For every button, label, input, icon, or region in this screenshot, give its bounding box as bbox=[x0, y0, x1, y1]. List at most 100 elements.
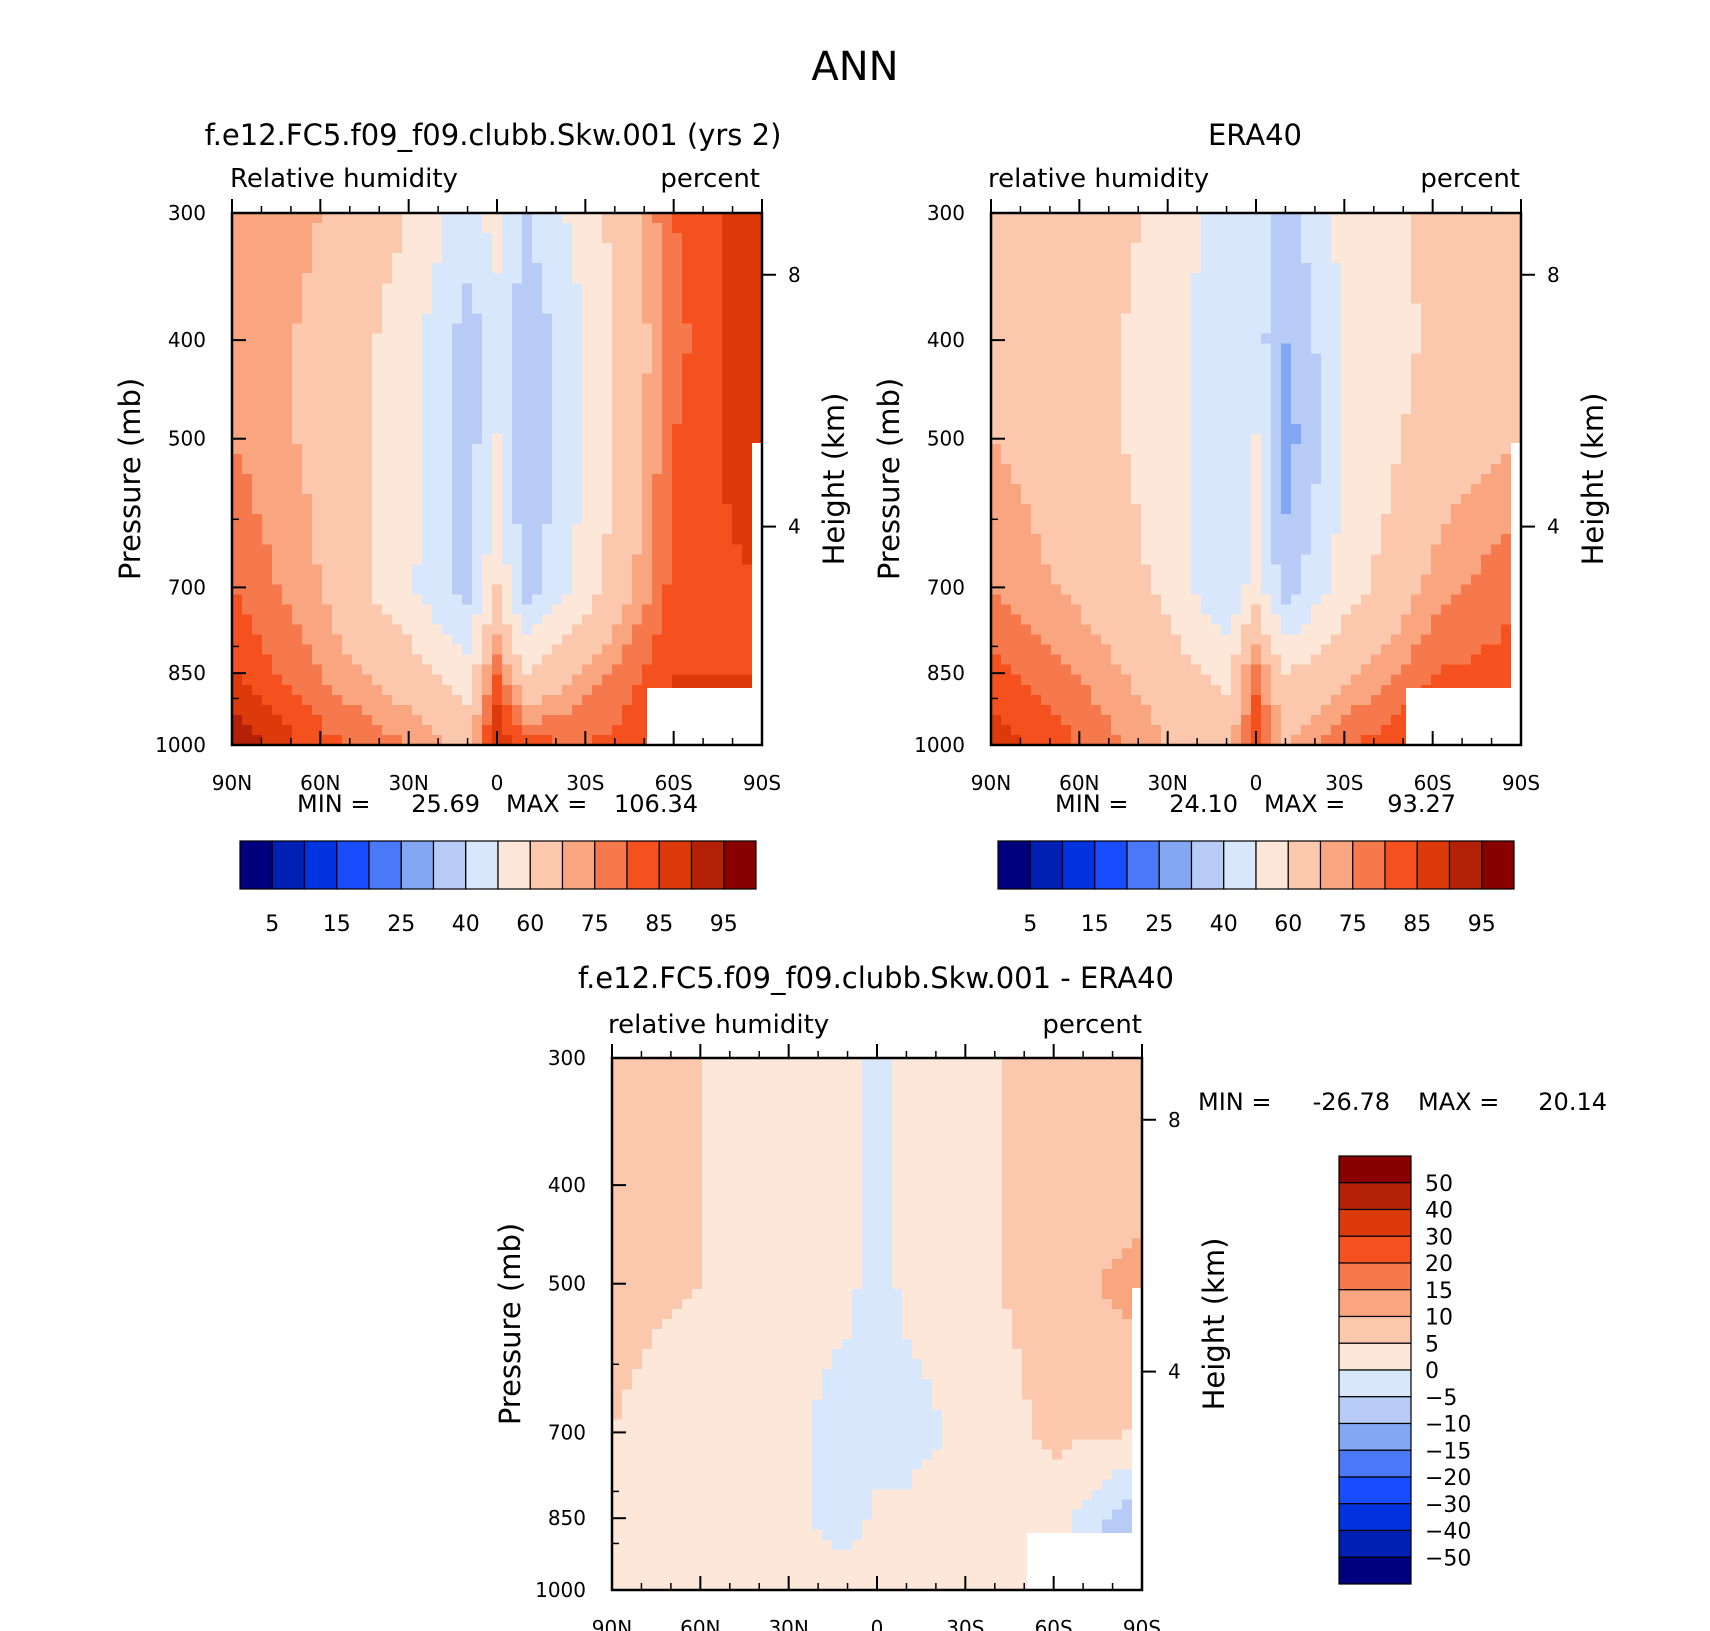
contour-cell bbox=[622, 373, 633, 385]
contour-cell bbox=[342, 694, 353, 706]
contour-cell bbox=[1131, 433, 1142, 445]
contour-cell bbox=[632, 544, 643, 555]
contour-cell bbox=[1011, 253, 1022, 264]
contour-cell bbox=[232, 734, 243, 746]
contour-cell bbox=[592, 694, 603, 706]
contour-cell bbox=[1111, 433, 1122, 445]
contour-cell bbox=[1241, 353, 1252, 365]
contour-cell bbox=[552, 253, 563, 264]
contour-cell bbox=[1341, 524, 1352, 535]
contour-cell bbox=[232, 494, 243, 505]
contour-cell bbox=[602, 564, 613, 575]
contour-cell bbox=[1101, 473, 1112, 485]
contour-cell bbox=[512, 514, 523, 525]
contour-cell bbox=[372, 524, 383, 535]
contour-cell bbox=[1331, 323, 1342, 335]
contour-cell bbox=[1311, 443, 1322, 455]
contour-cell bbox=[432, 554, 443, 565]
contour-cell bbox=[392, 353, 403, 365]
contour-cell bbox=[1151, 363, 1162, 375]
contour-cell bbox=[1271, 453, 1282, 465]
contour-cell bbox=[1101, 213, 1112, 224]
contour-cell bbox=[1031, 333, 1042, 345]
contour-cell bbox=[1421, 403, 1432, 415]
contour-cell bbox=[572, 614, 583, 626]
contour-cell bbox=[552, 373, 563, 385]
contour-cell bbox=[1101, 403, 1112, 415]
contour-cell bbox=[1461, 353, 1472, 365]
contour-cell bbox=[1391, 443, 1402, 455]
contour-cell bbox=[1301, 433, 1312, 445]
contour-cell bbox=[492, 704, 503, 716]
contour-cell bbox=[242, 433, 253, 445]
contour-cell bbox=[312, 443, 323, 455]
contour-cell bbox=[1241, 273, 1252, 284]
contour-cell bbox=[342, 313, 353, 325]
contour-cell bbox=[452, 494, 463, 505]
contour-cell bbox=[1471, 363, 1482, 375]
contour-cell bbox=[332, 494, 343, 505]
contour-cell bbox=[532, 614, 543, 626]
contour-cell bbox=[1081, 383, 1092, 395]
contour-cell bbox=[232, 233, 243, 244]
contour-cell bbox=[332, 373, 343, 385]
contour-cell bbox=[472, 634, 483, 646]
contour-cell bbox=[1011, 233, 1022, 244]
contour-cell bbox=[272, 213, 283, 224]
contour-cell bbox=[1421, 584, 1432, 596]
contour-cell bbox=[1261, 473, 1272, 485]
contour-cell bbox=[532, 463, 543, 475]
contour-cell bbox=[452, 323, 463, 335]
contour-cell bbox=[1321, 413, 1332, 425]
contour-cell bbox=[1191, 484, 1202, 495]
contour-cell bbox=[1291, 223, 1302, 234]
contour-cell bbox=[272, 634, 283, 646]
contour-cell bbox=[1481, 283, 1492, 294]
contour-cell bbox=[552, 634, 563, 646]
contour-cell bbox=[1041, 484, 1052, 495]
contour-cell bbox=[1301, 453, 1312, 465]
contour-cell bbox=[402, 664, 413, 676]
contour-cell bbox=[362, 644, 373, 656]
contour-cell bbox=[1091, 463, 1102, 475]
contour-cell bbox=[542, 323, 553, 335]
contour-cell bbox=[412, 654, 423, 666]
contour-cell bbox=[312, 323, 323, 335]
contour-cell bbox=[232, 383, 243, 395]
contour-cell bbox=[1001, 524, 1012, 535]
contour-cell bbox=[472, 243, 483, 254]
contour-cell bbox=[1031, 494, 1042, 505]
contour-cell bbox=[462, 463, 473, 475]
contour-cell bbox=[1011, 343, 1022, 355]
contour-cell bbox=[412, 443, 423, 455]
contour-cell bbox=[372, 213, 383, 224]
contour-cell bbox=[472, 714, 483, 726]
contour-cell bbox=[991, 313, 1002, 325]
contour-cell bbox=[1421, 343, 1432, 355]
contour-cell bbox=[1251, 534, 1262, 545]
contour-cell bbox=[402, 363, 413, 375]
contour-cell bbox=[1281, 453, 1292, 465]
contour-cell bbox=[712, 413, 723, 425]
contour-cell bbox=[442, 684, 453, 696]
contour-cell bbox=[322, 403, 333, 415]
contour-cell bbox=[1371, 494, 1382, 505]
contour-cell bbox=[1301, 534, 1312, 545]
contour-cell bbox=[582, 644, 593, 656]
contour-cell bbox=[1381, 403, 1392, 415]
contour-cell bbox=[262, 564, 273, 575]
contour-cell bbox=[612, 654, 623, 666]
contour-cell bbox=[282, 634, 293, 646]
contour-cell bbox=[1351, 514, 1362, 525]
contour-cell bbox=[362, 393, 373, 405]
contour-cell bbox=[242, 524, 253, 535]
contour-cell bbox=[482, 263, 493, 274]
contour-cell bbox=[1211, 303, 1222, 314]
contour-cell bbox=[372, 353, 383, 365]
contour-cell bbox=[1301, 293, 1312, 304]
contour-cell bbox=[452, 544, 463, 555]
contour-cell bbox=[282, 413, 293, 425]
contour-cell bbox=[732, 554, 743, 565]
contour-cell bbox=[562, 403, 573, 415]
contour-cell bbox=[1471, 463, 1482, 475]
